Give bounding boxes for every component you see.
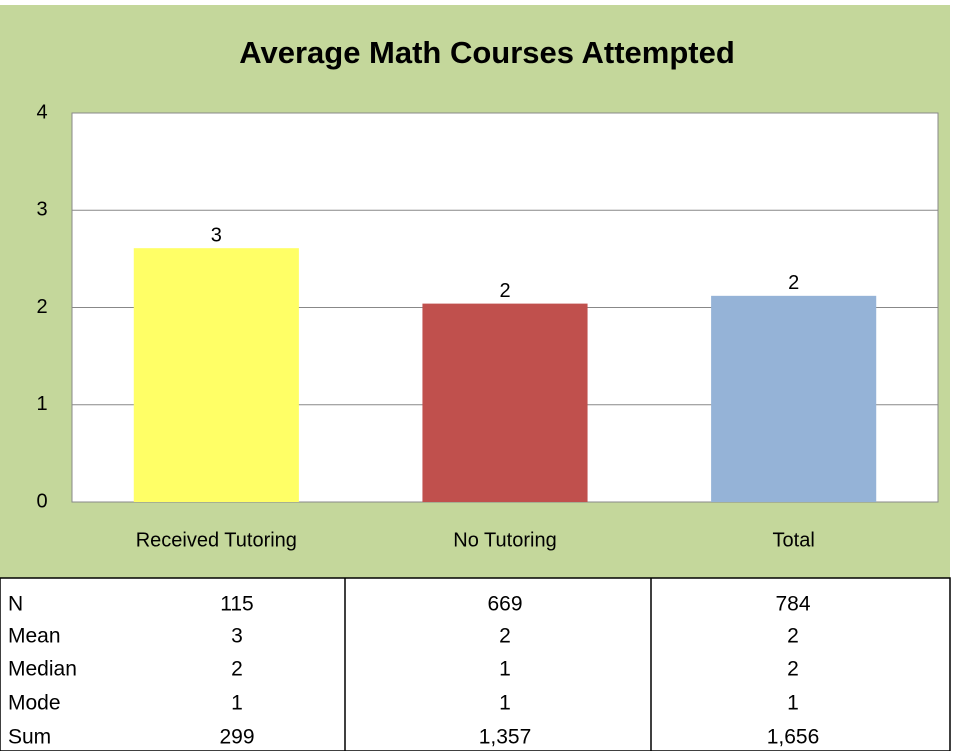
table-cell: 1	[231, 692, 243, 715]
table-cell: 784	[775, 593, 810, 616]
bar	[133, 248, 299, 502]
table-cell: 2	[787, 625, 799, 648]
table-cell: 1	[787, 692, 799, 715]
table-cell: 3	[231, 625, 243, 648]
y-tick-label: 3	[36, 199, 47, 221]
row-label: Mean	[8, 625, 61, 648]
data-label: 2	[499, 280, 510, 302]
y-tick-label: 1	[36, 393, 47, 415]
table-border	[0, 577, 951, 751]
table-cell: 2	[499, 625, 511, 648]
y-tick-label: 2	[36, 296, 47, 318]
data-label: 2	[788, 272, 799, 294]
table-cell: 1,357	[479, 726, 532, 749]
table-cell: 2	[787, 658, 799, 681]
x-tick-label: Received Tutoring	[136, 529, 297, 551]
bar	[711, 295, 877, 502]
table-cell: 1	[499, 692, 511, 715]
table-cell: 1,656	[767, 726, 820, 749]
data-label: 3	[211, 224, 222, 246]
row-label: Median	[8, 658, 77, 681]
table-cell: 669	[487, 593, 522, 616]
bar	[422, 303, 588, 502]
table-cell: 299	[219, 726, 254, 749]
row-label: Mode	[8, 692, 61, 715]
y-tick-label: 4	[36, 101, 47, 123]
row-label: Sum	[8, 726, 51, 749]
table-cell: 1	[499, 658, 511, 681]
y-tick-label: 0	[36, 490, 47, 512]
x-tick-label: No Tutoring	[453, 529, 556, 551]
table-cell: 2	[231, 658, 243, 681]
x-tick-label: Total	[773, 529, 815, 551]
row-label: N	[8, 593, 23, 616]
chart-title: Average Math Courses Attempted	[239, 35, 735, 70]
table-cell: 115	[220, 593, 253, 616]
